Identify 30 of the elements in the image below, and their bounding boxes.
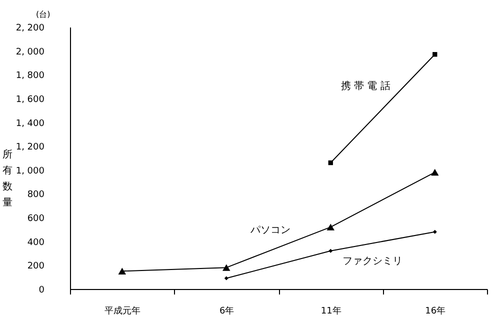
x-tick-label: 平成元年: [104, 306, 141, 316]
y-tick-label: 1, 400: [16, 118, 45, 129]
point: [432, 230, 437, 234]
y-tick-label: 2, 000: [16, 47, 45, 58]
y-tick-label: 1, 800: [16, 71, 45, 82]
x-tick-label: 6年: [220, 306, 234, 316]
y-tick-label: 1, 600: [16, 94, 45, 105]
y-tick-label: 600: [27, 214, 45, 224]
series-label: パソコン: [250, 225, 291, 236]
point: [328, 160, 333, 166]
x-tick-label: 16年: [425, 306, 446, 316]
y-tick-label: 0: [38, 286, 45, 296]
point: [222, 264, 230, 271]
y-tick-label: 200: [27, 262, 45, 272]
point: [328, 248, 333, 253]
y-axis-title: 所有数量: [2, 148, 12, 208]
point: [432, 52, 438, 57]
y-tick-label: 2, 200: [16, 24, 45, 34]
point: [326, 224, 334, 230]
x-tick-label: 11年: [320, 306, 342, 316]
y-tick-label: 1, 000: [16, 166, 45, 176]
point: [431, 168, 439, 176]
y-tick-label: 400: [27, 238, 45, 248]
y-tick-label: 800: [27, 190, 45, 200]
point: [224, 276, 228, 280]
series-label: 携 帯 電 話: [340, 80, 390, 92]
point: [118, 268, 126, 274]
text: (台): [36, 10, 50, 19]
series-label: ファクシミリ: [342, 256, 403, 267]
y-tick-label: 1, 200: [16, 142, 45, 153]
